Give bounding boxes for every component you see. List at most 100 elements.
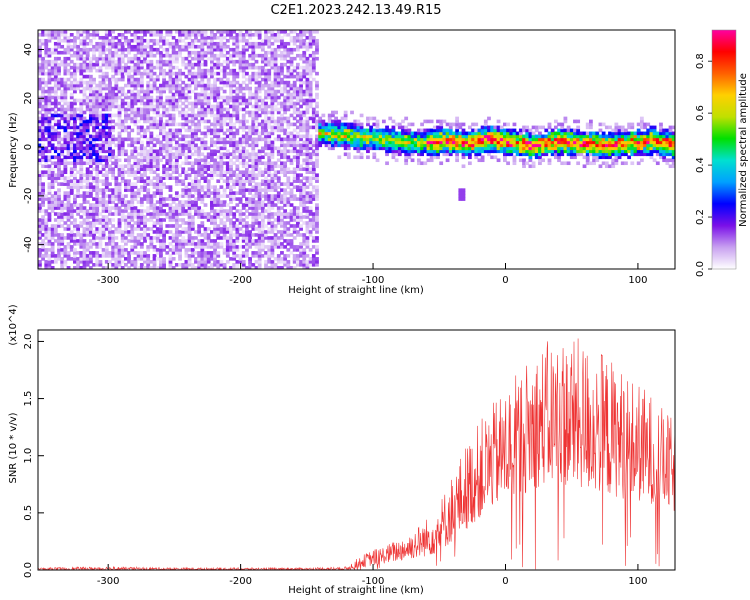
heatmap-cell	[139, 167, 144, 172]
heatmap-cell	[117, 248, 122, 252]
heatmap-cell	[92, 179, 96, 183]
heatmap-cell	[38, 209, 42, 213]
heatmap-cell	[114, 158, 119, 163]
heatmap-cell	[254, 77, 259, 82]
heatmap-cell	[130, 110, 135, 115]
heatmap-cell	[194, 137, 198, 142]
heatmap-cell	[225, 77, 230, 82]
heatmap-cell	[139, 53, 144, 58]
heatmap-cell	[98, 56, 103, 61]
heatmap-cell	[85, 83, 90, 88]
heatmap-cell	[209, 221, 214, 225]
heatmap-cell	[111, 236, 116, 240]
heatmap-cell	[197, 185, 202, 189]
heatmap-cell	[127, 104, 131, 109]
heatmap-cell	[63, 113, 68, 118]
heatmap-cell	[264, 30, 268, 34]
heatmap-cell	[292, 227, 297, 231]
heatmap-cell	[143, 251, 147, 255]
heatmap-cell	[143, 107, 147, 112]
heatmap-cell	[149, 125, 154, 130]
heatmap-cell	[85, 80, 90, 85]
heatmap-cell	[38, 83, 42, 88]
heatmap-cell	[92, 62, 96, 67]
heatmap-cell	[206, 125, 211, 130]
heatmap-cell	[184, 248, 189, 252]
heatmap-cell	[178, 194, 182, 198]
heatmap-cell	[295, 149, 300, 154]
heatmap-cell	[257, 215, 262, 219]
heatmap-cell	[104, 113, 109, 118]
heatmap-cell	[79, 251, 84, 255]
heatmap-cell	[162, 239, 166, 243]
heatmap-cell	[143, 119, 147, 124]
heatmap-cell	[114, 254, 119, 258]
heatmap-cell	[280, 56, 284, 61]
heatmap-cell	[108, 236, 112, 240]
heatmap-cell	[143, 239, 147, 243]
heatmap-cell	[286, 182, 291, 186]
heatmap-cell	[305, 212, 310, 216]
heatmap-cell	[60, 77, 65, 82]
heatmap-cell	[200, 44, 205, 49]
heatmap-cell	[209, 59, 214, 64]
heatmap-cell	[133, 77, 138, 82]
heatmap-cell	[159, 92, 163, 97]
heatmap-cell	[206, 182, 211, 186]
heatmap-cell	[267, 164, 272, 169]
heatmap-cell	[73, 176, 77, 180]
heatmap-cell	[111, 125, 116, 130]
heatmap-cell	[41, 113, 45, 118]
heatmap-cell	[209, 242, 214, 246]
heatmap-cell	[270, 98, 275, 103]
heatmap-cell	[85, 30, 90, 34]
heatmap-cell	[111, 44, 116, 49]
heatmap-cell	[66, 152, 71, 157]
heatmap-cell	[149, 77, 154, 82]
heatmap-cell	[248, 125, 252, 130]
heatmap-cell	[73, 242, 77, 246]
heatmap-cell	[248, 182, 252, 186]
heatmap-cell	[260, 53, 265, 58]
heatmap-cell	[302, 119, 307, 124]
heatmap-cell	[264, 215, 268, 219]
heatmap-cell	[235, 227, 240, 231]
heatmap-cell	[152, 248, 157, 252]
heatmap-cell	[289, 215, 294, 219]
heatmap-cell	[133, 149, 138, 154]
heatmap-cell	[181, 188, 186, 192]
heatmap-cell	[168, 32, 173, 37]
heatmap-cell	[98, 134, 103, 139]
heatmap-cell	[127, 200, 131, 204]
heatmap-cell	[270, 41, 275, 46]
heatmap-cell	[38, 131, 42, 136]
heatmap-cell	[41, 143, 45, 148]
heatmap-cell	[130, 92, 135, 97]
heatmap-cell	[216, 101, 221, 106]
heatmap-cell	[308, 182, 313, 186]
heatmap-cell	[152, 143, 157, 148]
heatmap-cell	[171, 92, 176, 97]
heatmap-cell	[235, 140, 240, 145]
heatmap-cell	[73, 185, 77, 189]
heatmap-cell	[171, 152, 176, 157]
heatmap-cell	[133, 260, 138, 264]
heatmap-cell	[41, 245, 45, 249]
heatmap-cell	[181, 95, 186, 100]
heatmap-cell	[127, 47, 131, 52]
heatmap-cell	[257, 98, 262, 103]
heatmap-cell	[92, 242, 96, 246]
heatmap-cell	[117, 260, 122, 264]
heatmap-cell	[139, 221, 144, 225]
heatmap-cell	[79, 71, 84, 76]
heatmap-cell	[88, 122, 93, 127]
heatmap-cell	[251, 176, 256, 180]
heatmap-cell	[104, 77, 109, 82]
heatmap-cell	[124, 68, 128, 73]
heatmap-cell	[168, 155, 173, 160]
heatmap-cell	[111, 242, 116, 246]
heatmap-cell	[245, 65, 249, 70]
heatmap-cell	[315, 71, 319, 76]
heatmap-cell	[302, 122, 307, 127]
heatmap-cell	[327, 140, 332, 145]
